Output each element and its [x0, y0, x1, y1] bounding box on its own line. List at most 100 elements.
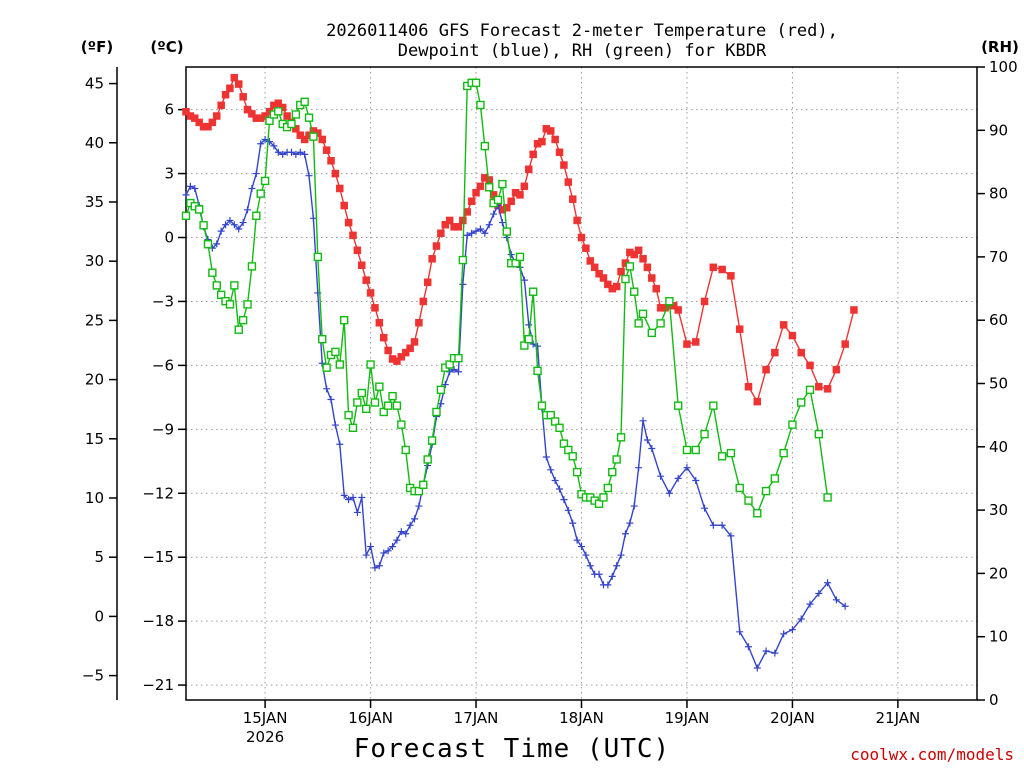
fahrenheit-tick-label: 10 — [85, 489, 104, 507]
rh-marker — [546, 410, 555, 420]
temperature-marker — [318, 135, 326, 144]
temperature-marker — [406, 344, 414, 353]
rh-marker — [274, 107, 283, 116]
rh-marker — [744, 496, 753, 505]
temperature-marker — [349, 231, 357, 240]
rh-unit-label: (RH) — [981, 38, 1019, 56]
rh-marker — [555, 423, 564, 433]
temperature-marker — [261, 112, 269, 120]
grid — [186, 67, 977, 700]
rh-marker — [313, 252, 323, 262]
dewpoint-marker — [692, 476, 700, 484]
temperature-marker — [634, 246, 643, 255]
dewpoint-marker — [771, 649, 779, 657]
dewpoint-marker — [375, 562, 383, 570]
dewpoint-marker — [327, 395, 335, 403]
dewpoint-marker — [797, 615, 805, 623]
fahrenheit-tick-label: 35 — [85, 193, 104, 211]
temperature-marker — [344, 218, 353, 227]
temperature-marker — [503, 203, 511, 212]
rh-tick-label: 100 — [989, 58, 1018, 76]
temperature-marker — [727, 272, 735, 280]
dewpoint-marker — [349, 494, 357, 502]
temperature-marker — [735, 325, 744, 333]
celsius-tick-label: 0 — [164, 229, 174, 247]
dewpoint-marker — [239, 219, 247, 227]
rh-marker — [528, 287, 538, 296]
dewpoint-marker — [498, 219, 506, 227]
dewpoint-marker — [564, 506, 572, 514]
fahrenheit-tick-label: 5 — [94, 548, 104, 566]
temperature-marker — [643, 263, 652, 272]
temperature-marker — [538, 137, 546, 146]
temperature-marker — [239, 93, 247, 101]
rh-marker — [616, 433, 626, 442]
temperature-marker — [815, 382, 823, 391]
x-tick-sublabel: 2026 — [246, 728, 284, 746]
dewpoint-marker — [534, 342, 542, 350]
x-tick-label: 19JAN — [665, 709, 710, 727]
dewpoint-marker — [753, 664, 761, 672]
rh-marker — [533, 366, 542, 376]
dewpoint-marker — [472, 227, 480, 235]
temperature-marker — [467, 197, 476, 206]
rh-marker — [335, 360, 345, 369]
rh-marker — [300, 97, 309, 107]
temperature-marker — [336, 184, 344, 193]
x-axis-title: Forecast Time (UTC) — [354, 734, 670, 764]
dewpoint-marker — [371, 564, 379, 572]
rh-marker — [322, 363, 331, 372]
temperature-marker — [762, 365, 770, 374]
rh-marker — [805, 385, 815, 395]
rh-tick-label: 50 — [989, 375, 1008, 393]
rh-marker — [823, 493, 832, 502]
temperature-marker — [516, 191, 524, 199]
temperature-marker — [525, 165, 533, 174]
temperature-marker — [208, 118, 217, 127]
temperature-marker — [248, 110, 256, 118]
x-tick-label: 15JAN — [243, 709, 288, 727]
temperature-marker — [555, 148, 564, 157]
dewpoint-marker — [468, 229, 476, 237]
temperature-marker — [779, 321, 788, 329]
temperature-marker — [300, 135, 309, 144]
temperature-marker — [331, 169, 340, 178]
series-temperature — [182, 73, 858, 406]
temperature-marker — [797, 348, 805, 357]
rh-marker — [419, 480, 428, 489]
dewpoint-marker — [217, 227, 225, 235]
rh-marker — [625, 262, 635, 271]
dewpoint-marker — [727, 532, 735, 540]
dewpoint-marker — [788, 626, 796, 634]
fahrenheit-tick-label: 15 — [85, 430, 104, 448]
rh-marker — [203, 240, 213, 249]
rh-marker — [331, 347, 340, 357]
temperature-marker — [590, 263, 599, 272]
temperature-marker — [560, 161, 568, 169]
temperature-marker — [582, 244, 590, 252]
dewpoint-marker — [226, 216, 234, 224]
rh-marker — [735, 483, 744, 493]
rh-marker — [414, 486, 424, 496]
rh-marker — [599, 493, 608, 502]
credit-link[interactable]: coolwx.com/models — [850, 745, 1014, 764]
dewpoint-marker — [507, 251, 515, 259]
celsius-tick-label: −18 — [142, 612, 174, 630]
temperature-marker — [213, 112, 221, 120]
rh-marker — [238, 316, 248, 325]
dewpoint-marker — [806, 600, 814, 608]
rh-marker — [216, 290, 226, 300]
dewpoint-marker — [384, 547, 392, 555]
dewpoint-marker — [450, 366, 458, 374]
temperature-marker — [283, 112, 291, 120]
dewpoint-marker — [542, 453, 550, 461]
rh-marker — [621, 274, 630, 284]
x-tick-label: 18JAN — [559, 709, 604, 727]
temperature-marker — [639, 255, 647, 263]
celsius-unit-label: (ºC) — [150, 38, 183, 56]
x-tick-label: 21JAN — [876, 709, 921, 727]
temperature-marker — [221, 90, 230, 99]
rh-marker — [665, 297, 674, 306]
celsius-tick-label: −3 — [152, 292, 174, 310]
